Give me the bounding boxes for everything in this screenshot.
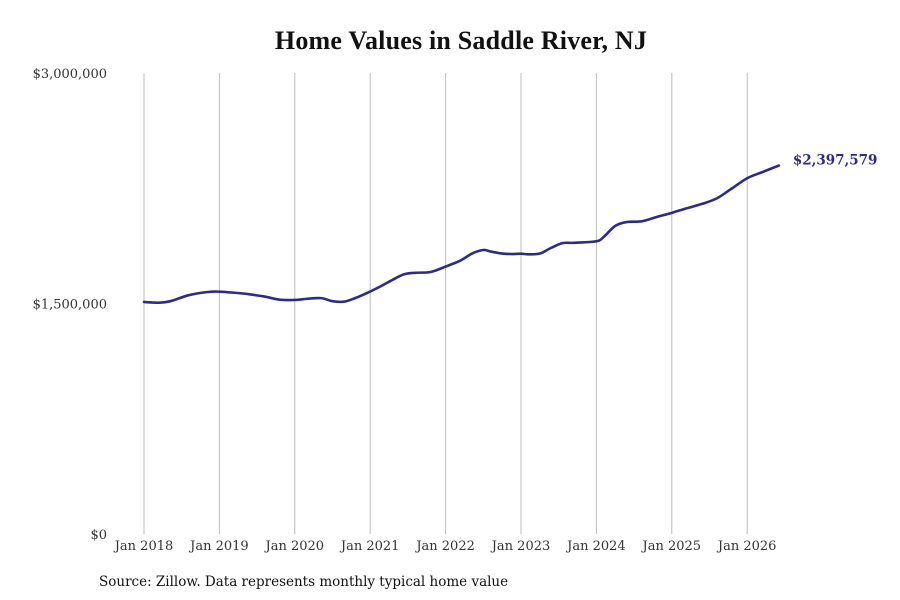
x-tick-label-5: Jan 2023 — [490, 539, 551, 554]
chart-title: Home Values in Saddle River, NJ — [274, 26, 648, 55]
x-tick-label-8: Jan 2026 — [716, 539, 777, 554]
x-axis-tick-labels: Jan 2018 Jan 2019 Jan 2020 Jan 2021 Jan 2022… — [113, 539, 777, 554]
gridlines — [143, 73, 748, 534]
y-axis-tick-labels: $0 $1,500,000 $3,000,000 — [33, 67, 107, 543]
y-tick-label-2: $3,000,000 — [33, 67, 107, 82]
x-tick-label-2: Jan 2020 — [264, 539, 325, 554]
source-note: Source: Zillow. Data represents monthly … — [99, 574, 509, 590]
x-tick-label-6: Jan 2024 — [565, 539, 626, 554]
series-layer — [142, 164, 781, 305]
x-tick-label-7: Jan 2025 — [641, 539, 702, 554]
x-tick-label-4: Jan 2022 — [414, 539, 475, 554]
home-value-line — [142, 164, 781, 305]
x-tick-label-0: Jan 2018 — [113, 539, 174, 554]
end-value-label-layer: $2,397,579 — [793, 153, 878, 169]
y-tick-label-1: $1,500,000 — [33, 298, 107, 313]
x-tick-label-1: Jan 2019 — [188, 539, 249, 554]
x-tick-label-3: Jan 2021 — [339, 539, 400, 554]
end-value-label: $2,397,579 — [793, 153, 878, 169]
y-tick-label-0: $0 — [90, 528, 107, 543]
